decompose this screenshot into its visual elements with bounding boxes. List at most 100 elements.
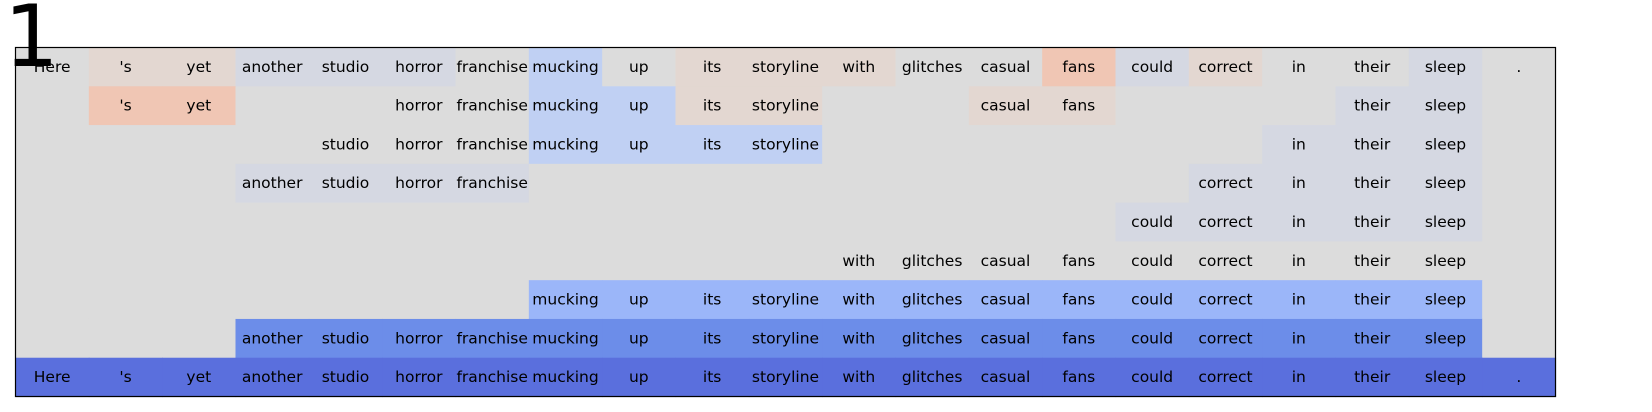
heatmap-cell: [1188, 47, 1263, 87]
heatmap-cell: [455, 86, 530, 126]
token-label: sleep: [1425, 174, 1466, 192]
heatmap-cell: [308, 125, 383, 165]
heatmap-cell: [675, 357, 750, 398]
heatmap-cell: [602, 163, 677, 204]
token-label: its: [703, 58, 721, 76]
heatmap-cell: [15, 357, 90, 398]
heatmap-cell: [895, 202, 970, 242]
heatmap-cell: [1042, 202, 1117, 242]
heatmap-cell: [895, 47, 970, 87]
heatmap-frame: [14, 46, 1557, 398]
token-label: studio: [322, 329, 370, 347]
token-label: another: [242, 174, 303, 192]
heatmap-cell: [15, 318, 90, 359]
token-label: Here: [34, 58, 71, 76]
token-label: another: [242, 368, 303, 386]
token-label: in: [1292, 135, 1306, 153]
token-label: correct: [1198, 329, 1252, 347]
heatmap-cell: [88, 241, 163, 281]
token-label: horror: [395, 368, 443, 386]
heatmap-cell: [235, 357, 310, 398]
heatmap-cell: [968, 47, 1043, 87]
token-label: in: [1292, 368, 1306, 386]
heatmap-cell: [88, 125, 163, 165]
heatmap-cell: [895, 280, 970, 320]
heatmap-cell: [528, 202, 603, 242]
token-label: horror: [395, 174, 443, 192]
heatmap-cell: [1482, 47, 1557, 87]
heatmap-cell: [822, 163, 897, 204]
heatmap-cell: [1042, 86, 1117, 126]
heatmap-cell: [162, 357, 237, 398]
token-label: in: [1292, 252, 1306, 270]
heatmap-cell: [455, 357, 530, 398]
token-label: its: [703, 135, 721, 153]
token-label: mucking: [532, 329, 598, 347]
heatmap-cell: [162, 280, 237, 320]
token-label: sleep: [1425, 213, 1466, 231]
heatmap-cell: [15, 125, 90, 165]
heatmap-cell: [1042, 125, 1117, 165]
token-label: fans: [1062, 329, 1095, 347]
heatmap-cell: [748, 47, 823, 87]
heatmap-cell: [235, 47, 310, 87]
token-label: Here: [34, 368, 71, 386]
heatmap-cell: [1335, 47, 1410, 87]
heatmap-cell: [15, 202, 90, 242]
heatmap-cell: [528, 86, 603, 126]
token-label: franchise: [456, 58, 527, 76]
token-label: glitches: [902, 329, 963, 347]
heatmap-cell: [1408, 357, 1483, 398]
token-label: sleep: [1425, 58, 1466, 76]
heatmap-cell: [822, 280, 897, 320]
heatmap-cell: [382, 86, 457, 126]
token-label: their: [1354, 97, 1391, 115]
token-label: with: [842, 329, 875, 347]
token-label: horror: [395, 135, 443, 153]
heatmap-cell: [455, 47, 530, 87]
heatmap-cell: [88, 202, 163, 242]
heatmap-cell: [675, 86, 750, 126]
token-label: storyline: [752, 58, 819, 76]
heatmap-cell: [895, 318, 970, 359]
heatmap-cell: [1262, 357, 1337, 398]
heatmap-cell: [1482, 125, 1557, 165]
heatmap-cell: [602, 280, 677, 320]
heatmap-cell: [1262, 280, 1337, 320]
heatmap-cell: [162, 86, 237, 126]
heatmap-cell: [1262, 241, 1337, 281]
token-label: fans: [1062, 368, 1095, 386]
heatmap-cell: [455, 163, 530, 204]
token-label: casual: [981, 368, 1031, 386]
heatmap-cell: [382, 163, 457, 204]
token-label: .: [1516, 368, 1521, 386]
heatmap-cell: [162, 318, 237, 359]
heatmap-cell: [822, 318, 897, 359]
heatmap-cell: [748, 280, 823, 320]
token-label: could: [1131, 368, 1173, 386]
heatmap-cell: [602, 86, 677, 126]
heatmap-cell: [1482, 280, 1557, 320]
token-label: could: [1131, 213, 1173, 231]
token-label: up: [629, 58, 649, 76]
heatmap-cell: [308, 86, 383, 126]
heatmap-cell: [822, 125, 897, 165]
heatmap-cell: [822, 202, 897, 242]
heatmap-cell: [1335, 318, 1410, 359]
heatmap-cell: [1335, 163, 1410, 204]
heatmap-cell: [235, 280, 310, 320]
heatmap-cell: [1262, 86, 1337, 126]
token-label: their: [1354, 174, 1391, 192]
heatmap-cell: [748, 241, 823, 281]
heatmap-cell: [1042, 357, 1117, 398]
heatmap-cell: [1115, 357, 1190, 398]
token-label: its: [703, 368, 721, 386]
token-label: their: [1354, 135, 1391, 153]
token-label: franchise: [456, 329, 527, 347]
heatmap-cell: [1042, 318, 1117, 359]
heatmap-cell: [1188, 357, 1263, 398]
token-label: studio: [322, 58, 370, 76]
heatmap-cell: [1188, 125, 1263, 165]
heatmap-cell: [822, 357, 897, 398]
